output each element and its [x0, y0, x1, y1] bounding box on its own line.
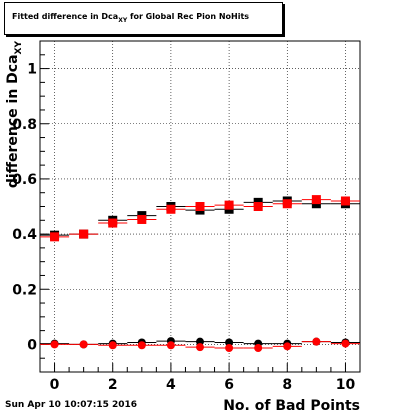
y-axis-label: difference in DcaXY [5, 41, 24, 189]
y-tick-label: 0.8 [12, 117, 37, 133]
data-point-square [311, 195, 321, 205]
data-point-circle [312, 337, 321, 346]
x-tick-label: 0 [50, 377, 60, 393]
data-point-circle [196, 337, 204, 346]
data-point-square [253, 202, 263, 211]
x-tick-label: 10 [336, 377, 356, 393]
data-point-square [137, 214, 147, 224]
data-point-circle [341, 339, 350, 348]
data-point-square [282, 199, 292, 209]
data-point-circle [137, 341, 146, 350]
data-point-circle [225, 338, 234, 347]
y-tick-label: 0.4 [12, 227, 37, 243]
data-point-square [340, 196, 350, 206]
data-point-square [79, 229, 89, 239]
data-point-circle [254, 344, 263, 353]
y-axis-label-main: difference in Dca [5, 54, 21, 188]
x-tick-label: 4 [166, 377, 176, 393]
x-tick-label: 2 [108, 377, 118, 393]
y-axis-label-subscript: XY [14, 41, 24, 55]
data-point-circle [50, 340, 59, 349]
data-point-square [195, 202, 205, 211]
data-point-circle [196, 343, 204, 352]
x-tick-label: 6 [224, 377, 234, 393]
chart-title: Fitted difference in DcaXY for Global Re… [12, 12, 249, 24]
data-point-circle [108, 341, 117, 350]
data-point-circle [166, 341, 175, 350]
chart-title-main: Fitted difference in Dca [12, 12, 119, 21]
data-point-circle [283, 342, 292, 351]
data-point-square [166, 204, 176, 214]
chart-title-subscript: XY [118, 17, 128, 24]
x-axis-label: No. of Bad Points [223, 398, 360, 414]
timestamp: Sun Apr 10 10:07:15 2016 [5, 400, 138, 410]
chart-title-box: Fitted difference in DcaXY for Global Re… [4, 2, 283, 35]
data-point-square [50, 232, 60, 242]
chart-title-rest: for Global Rec Pion NoHits [127, 12, 250, 21]
data-point-square [108, 218, 118, 228]
y-tick-label: 0.2 [12, 282, 37, 298]
data-point-square [224, 200, 234, 210]
data-point-circle [225, 344, 234, 353]
data-point-circle [79, 340, 88, 349]
x-tick-label: 8 [282, 377, 292, 393]
y-tick-label: 1 [27, 62, 37, 78]
y-tick-label: 0.6 [12, 172, 37, 188]
y-tick-label: 0 [27, 337, 37, 353]
